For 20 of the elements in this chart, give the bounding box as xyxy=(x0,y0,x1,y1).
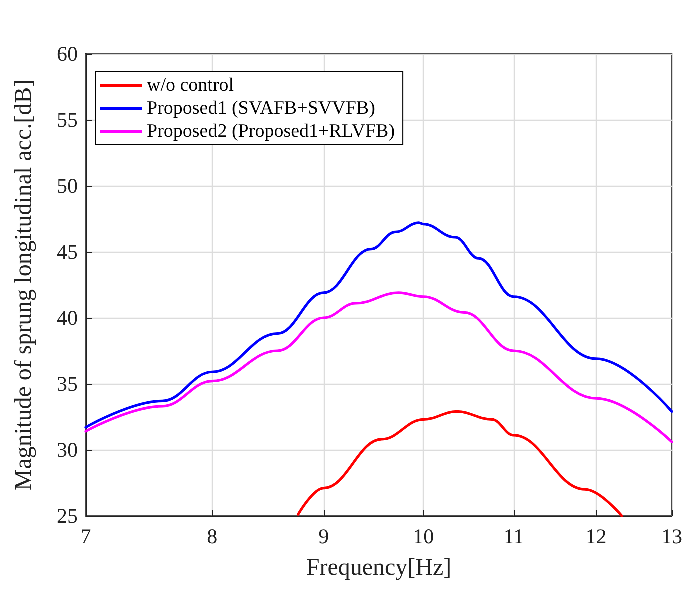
legend-label: w/o control xyxy=(147,75,234,96)
y-tick-label: 50 xyxy=(57,174,78,198)
x-tick-label: 11 xyxy=(504,524,524,548)
x-tick-label: 13 xyxy=(662,524,682,548)
y-tick-label: 25 xyxy=(57,504,78,528)
x-tick-label: 9 xyxy=(318,524,330,548)
x-tick-label: 7 xyxy=(80,524,92,548)
y-axis-title: Magnitude of sprung longitudinal acc.[dB] xyxy=(11,79,37,491)
y-tick-label: 40 xyxy=(57,306,78,330)
y-tick-label: 35 xyxy=(57,372,78,396)
x-tick-label: 10 xyxy=(413,524,434,548)
legend-label: Proposed2 (Proposed1+RLVFB) xyxy=(147,121,396,142)
y-tick-label: 45 xyxy=(57,240,78,264)
y-tick-label: 30 xyxy=(57,438,78,462)
y-tick-label: 55 xyxy=(57,108,78,132)
legend-label: Proposed1 (SVAFB+SVVFB) xyxy=(147,98,376,119)
y-tick-label: 60 xyxy=(57,42,78,66)
x-tick-label: 12 xyxy=(586,524,607,548)
x-tick-label: 8 xyxy=(207,524,218,548)
x-axis-title: Frequency[Hz] xyxy=(306,555,452,581)
